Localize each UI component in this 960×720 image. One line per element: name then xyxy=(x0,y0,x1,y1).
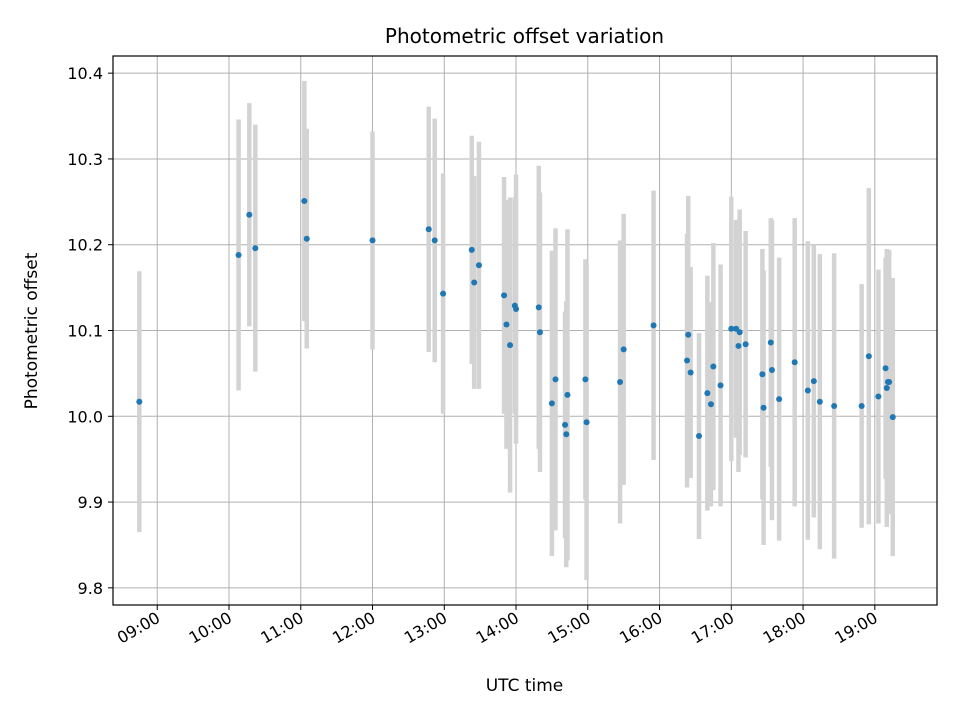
data-point xyxy=(728,325,735,332)
data-point xyxy=(717,382,724,389)
data-point xyxy=(431,237,438,244)
data-point xyxy=(563,431,570,438)
data-point xyxy=(562,421,569,428)
data-point xyxy=(804,387,811,394)
data-point xyxy=(503,321,510,328)
data-point xyxy=(620,346,627,353)
data-point xyxy=(583,419,590,426)
data-point xyxy=(831,402,838,409)
y-axis-label: Photometric offset xyxy=(22,252,42,409)
data-point xyxy=(513,306,520,313)
data-point xyxy=(685,331,692,338)
data-point xyxy=(886,378,893,385)
x-tick-label: 16:00 xyxy=(616,608,665,648)
data-point xyxy=(475,262,482,269)
data-point xyxy=(650,322,657,329)
x-tick-label: 09:00 xyxy=(114,608,163,648)
data-point xyxy=(535,304,542,311)
data-point xyxy=(858,402,865,409)
x-axis-label: UTC time xyxy=(486,676,564,696)
data-point xyxy=(735,342,742,349)
data-point xyxy=(235,252,242,259)
data-point xyxy=(617,378,624,385)
data-point xyxy=(564,391,571,398)
data-point xyxy=(552,376,559,383)
data-point xyxy=(791,359,798,366)
data-point xyxy=(883,384,890,391)
data-point xyxy=(684,357,691,364)
x-tick-label: 13:00 xyxy=(401,608,450,648)
x-tick-label: 11:00 xyxy=(257,608,306,648)
grid-layer xyxy=(113,56,937,605)
data-point xyxy=(252,245,259,252)
y-tick-label: 10.2 xyxy=(67,236,103,255)
data-point xyxy=(776,396,783,403)
y-tick-label: 10.4 xyxy=(67,64,103,83)
data-point xyxy=(507,342,514,349)
x-tick-label: 18:00 xyxy=(760,608,809,648)
data-point xyxy=(875,393,882,400)
y-tick-label: 9.8 xyxy=(78,579,103,598)
point-layer xyxy=(136,197,896,440)
data-point xyxy=(707,401,714,408)
data-point xyxy=(816,398,823,405)
data-point xyxy=(468,246,475,253)
data-point xyxy=(760,404,767,411)
x-tick-label: 15:00 xyxy=(544,608,593,648)
data-point xyxy=(136,398,143,405)
data-point xyxy=(425,226,432,233)
data-point xyxy=(548,400,555,407)
data-point xyxy=(767,339,774,346)
data-point xyxy=(301,197,308,204)
y-tick-label: 10.3 xyxy=(67,150,103,169)
data-point xyxy=(865,353,872,360)
data-point xyxy=(736,329,743,336)
y-tick-label: 9.9 xyxy=(78,493,103,512)
data-point xyxy=(582,376,589,383)
data-point xyxy=(889,414,896,421)
data-point xyxy=(810,378,817,385)
chart-title: Photometric offset variation xyxy=(385,24,664,48)
y-axis: 9.8 9.9 10.0 10.1 10.2 10.3 10.4 xyxy=(67,64,113,598)
data-point xyxy=(536,329,543,336)
data-point xyxy=(687,369,694,376)
data-point xyxy=(501,292,508,299)
y-tick-label: 10.0 xyxy=(67,407,103,426)
data-point xyxy=(369,237,376,244)
data-point xyxy=(759,371,766,378)
data-point xyxy=(710,363,717,370)
data-point xyxy=(882,365,889,372)
x-axis: 09:00 10:00 11:00 12:00 13:00 14:00 15:00 16:00… xyxy=(114,605,881,648)
y-tick-label: 10.1 xyxy=(67,322,103,341)
data-point xyxy=(303,235,310,242)
data-point xyxy=(742,341,749,348)
x-tick-label: 14:00 xyxy=(473,608,522,648)
x-tick-label: 10:00 xyxy=(186,608,235,648)
data-point xyxy=(704,390,711,397)
data-point xyxy=(768,366,775,373)
x-tick-label: 17:00 xyxy=(688,608,737,648)
x-tick-label: 19:00 xyxy=(831,608,880,648)
data-point xyxy=(471,279,478,286)
data-point xyxy=(440,290,447,297)
data-point xyxy=(246,211,253,218)
x-tick-label: 12:00 xyxy=(329,608,378,648)
data-point xyxy=(696,433,703,440)
